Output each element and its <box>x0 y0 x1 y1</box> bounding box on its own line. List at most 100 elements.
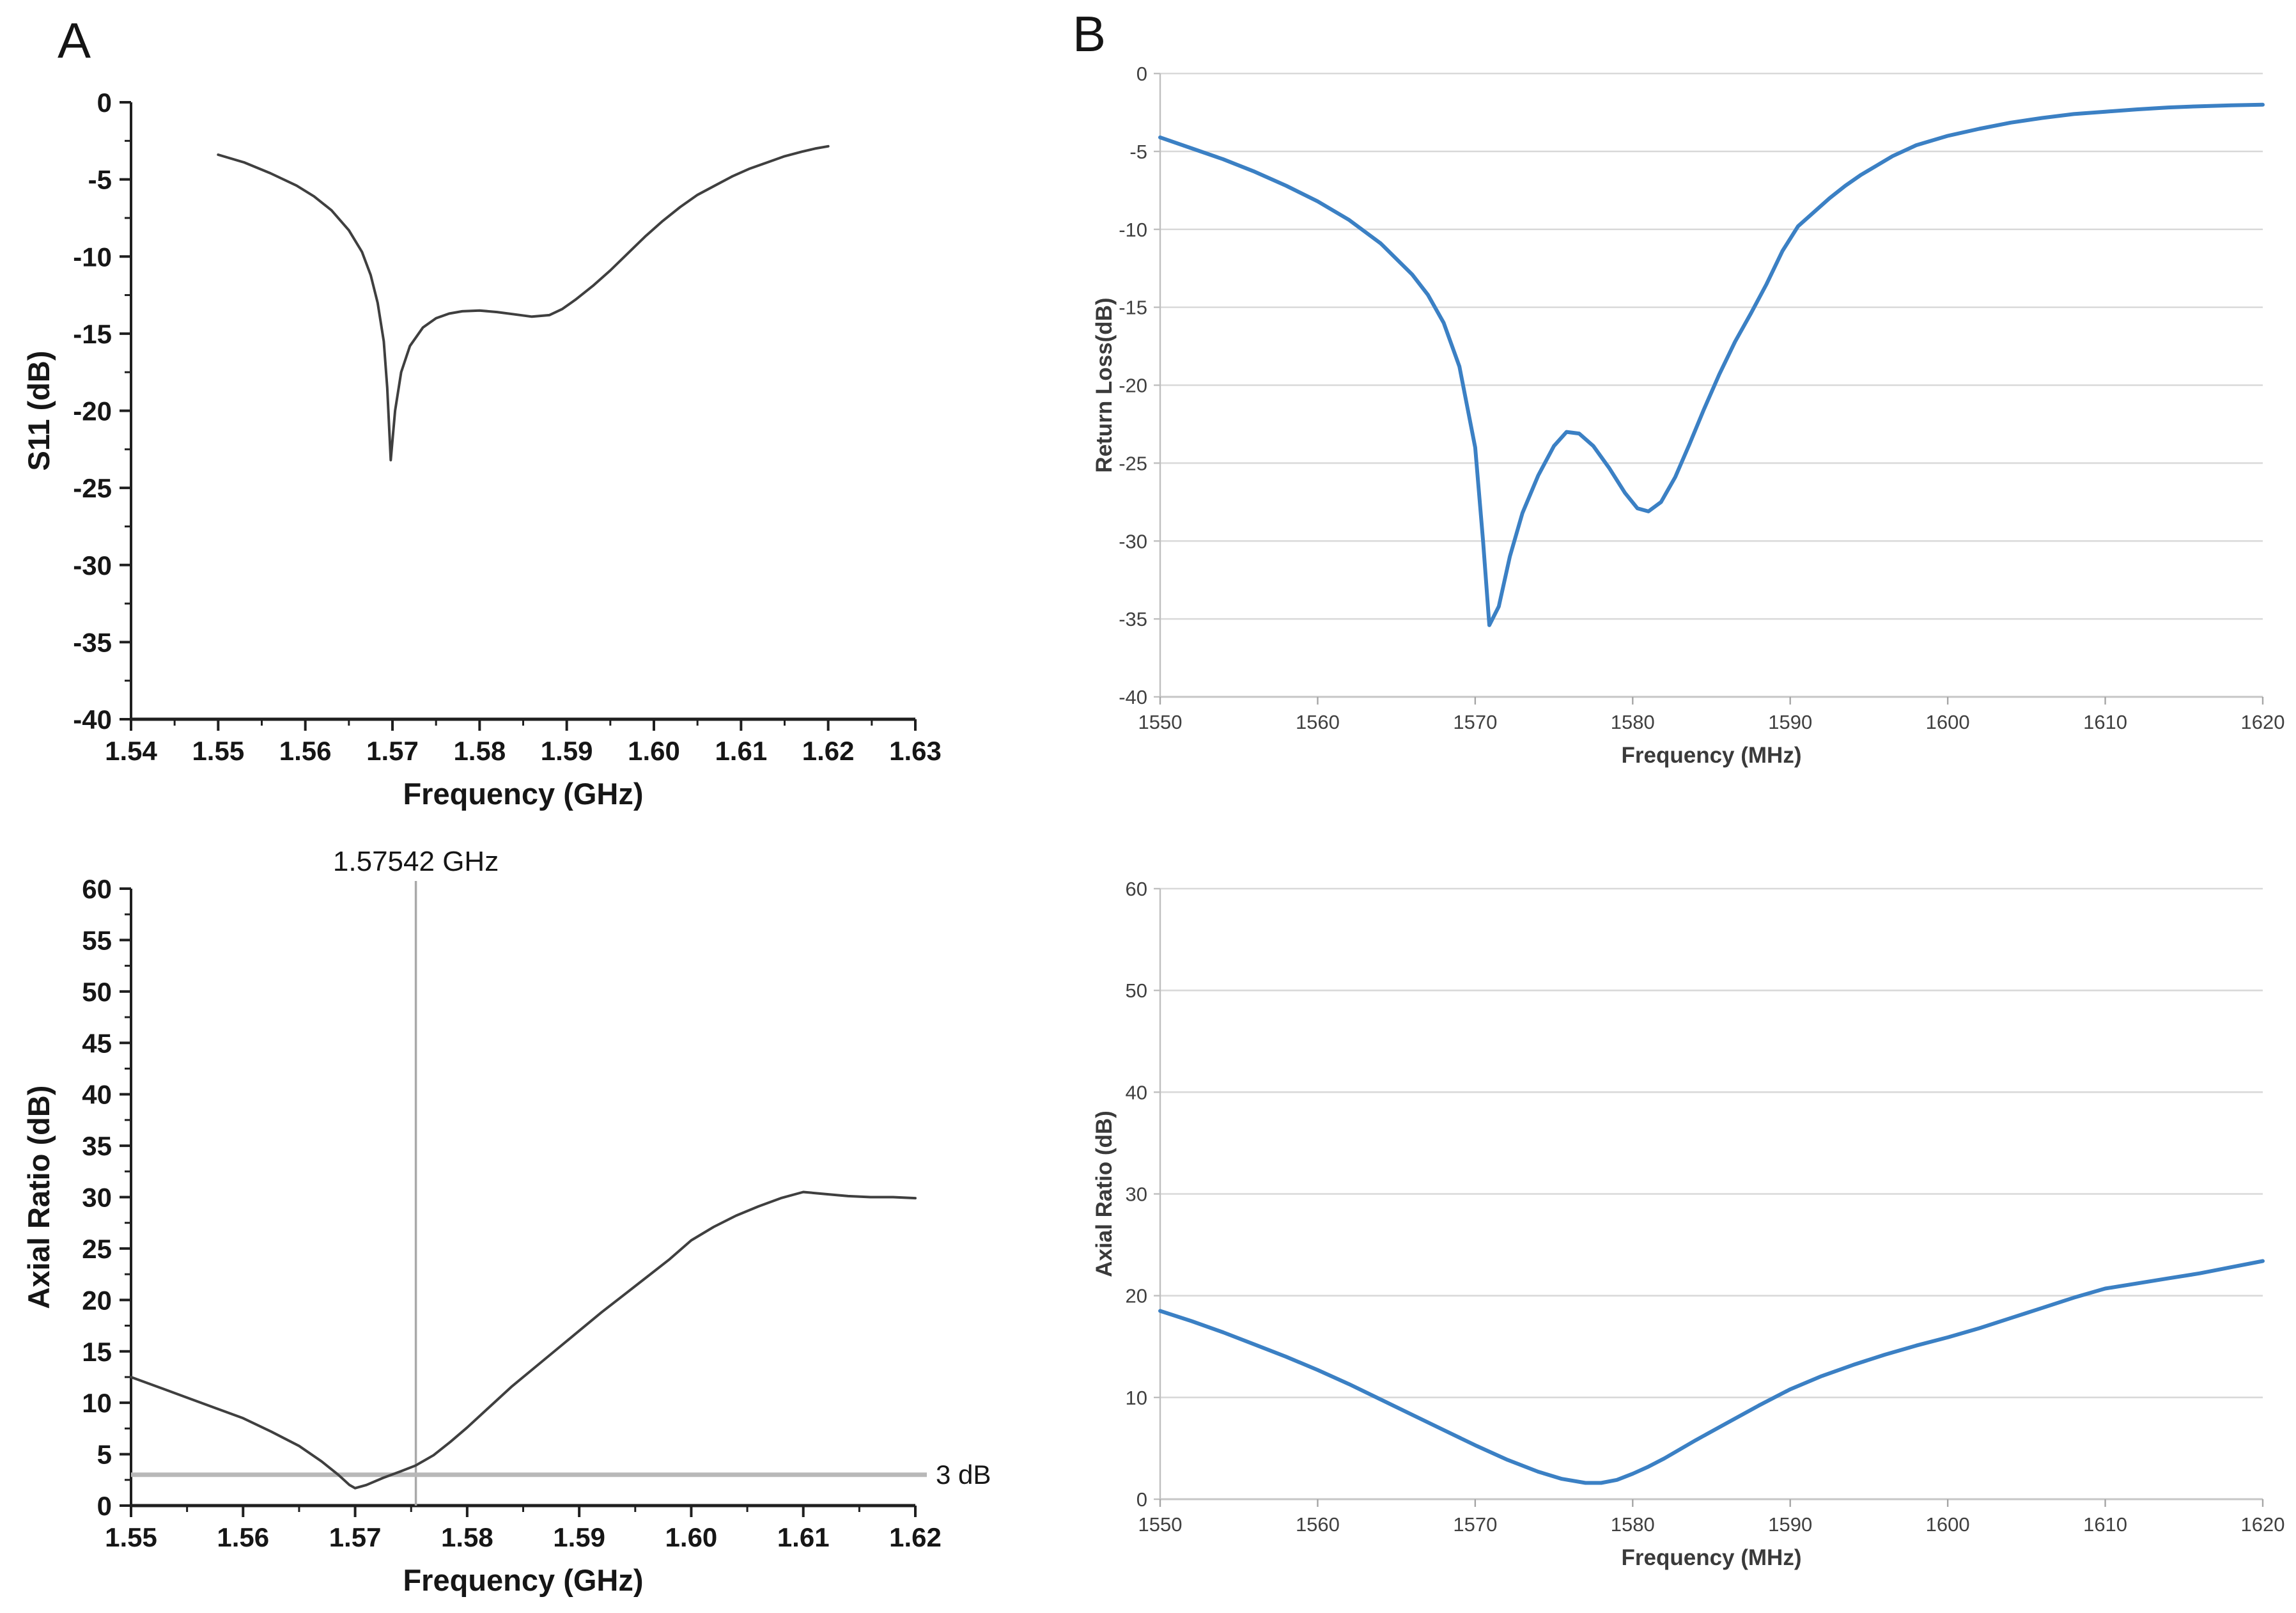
svg-text:50: 50 <box>82 977 112 1007</box>
svg-text:1.56: 1.56 <box>279 736 332 766</box>
data-curve <box>130 1190 917 1490</box>
s11-sim-chart: 0 -5 -10 -15 -20 -25 -30 -35 -401.54 1.55 1.56 1.57… <box>22 88 942 811</box>
x-axis-title: Frequency (GHz) <box>403 1563 643 1597</box>
svg-text:1560: 1560 <box>1296 711 1340 733</box>
svg-text:1600: 1600 <box>1926 1513 1970 1536</box>
svg-text:-35: -35 <box>1119 608 1147 630</box>
svg-text:20: 20 <box>82 1285 112 1315</box>
data-curve <box>1158 1259 2265 1485</box>
svg-text:-40: -40 <box>73 705 112 735</box>
svg-text:60: 60 <box>82 874 112 904</box>
y-axis-title: Axial Ratio (dB) <box>22 1086 56 1309</box>
tick-labels: 0 10 20 30 40 50 60 1550 1560 1570 1580 1590 1600 161… <box>1126 878 2285 1536</box>
svg-text:-10: -10 <box>1119 219 1147 241</box>
svg-text:1610: 1610 <box>2083 711 2127 733</box>
gridlines <box>1160 887 2263 1500</box>
reference-hline-label: 3 dB <box>936 1460 991 1490</box>
svg-text:1.55: 1.55 <box>105 1522 157 1552</box>
svg-text:40: 40 <box>1126 1081 1147 1103</box>
svg-text:1580: 1580 <box>1611 711 1655 733</box>
svg-text:1590: 1590 <box>1768 711 1812 733</box>
y-axis-title: Axial Ratio (dB) <box>1092 1110 1117 1277</box>
svg-text:55: 55 <box>82 925 112 955</box>
svg-text:-40: -40 <box>1119 686 1147 708</box>
svg-text:1.60: 1.60 <box>628 736 680 766</box>
axes <box>120 101 917 731</box>
svg-text:1570: 1570 <box>1453 1513 1497 1536</box>
svg-text:-30: -30 <box>73 550 112 581</box>
tick-labels: 0 -5 -10 -15 -20 -25 -30 -35 -40 1550 1560 1570 1580… <box>1119 63 2284 733</box>
svg-text:-30: -30 <box>1119 530 1147 552</box>
tick-labels: 0 5 10 15 20 25 30 35 40 45 50 55 60 1.55 1.56 1.57 1.58… <box>82 874 942 1552</box>
svg-text:1570: 1570 <box>1453 711 1497 733</box>
svg-text:-20: -20 <box>1119 375 1147 397</box>
svg-text:-20: -20 <box>73 396 112 426</box>
svg-text:1580: 1580 <box>1611 1513 1655 1536</box>
svg-text:60: 60 <box>1126 878 1147 900</box>
return-loss-meas-chart: 0 -5 -10 -15 -20 -25 -30 -35 -40 1550 1560 1570 1580… <box>1092 63 2284 768</box>
svg-text:-25: -25 <box>1119 452 1147 474</box>
svg-text:50: 50 <box>1126 979 1147 1002</box>
marker-vline-label: 1.57542 GHz <box>333 846 499 877</box>
svg-text:1550: 1550 <box>1138 1513 1183 1536</box>
svg-text:0: 0 <box>1136 63 1147 85</box>
svg-text:1.61: 1.61 <box>777 1522 830 1552</box>
svg-text:-5: -5 <box>88 165 112 195</box>
x-axis-title: Frequency (MHz) <box>1622 743 1802 768</box>
svg-text:35: 35 <box>82 1131 112 1161</box>
panel-label-b: B <box>1073 6 1106 62</box>
svg-text:20: 20 <box>1126 1285 1147 1307</box>
axes <box>120 887 917 1517</box>
svg-text:-15: -15 <box>1119 297 1147 319</box>
svg-text:1.55: 1.55 <box>192 736 244 766</box>
svg-text:0: 0 <box>97 1491 112 1521</box>
tick-labels: 0 -5 -10 -15 -20 -25 -30 -35 -401.54 1.55 1.56 1.57… <box>73 88 942 766</box>
svg-text:1.58: 1.58 <box>441 1522 493 1552</box>
svg-text:-35: -35 <box>73 627 112 657</box>
data-curve <box>1158 102 2265 627</box>
svg-text:25: 25 <box>82 1234 112 1264</box>
svg-text:1.56: 1.56 <box>217 1522 269 1552</box>
y-axis-title: S11 (dB) <box>22 350 56 471</box>
svg-text:30: 30 <box>82 1183 112 1213</box>
svg-text:1600: 1600 <box>1926 711 1970 733</box>
svg-text:40: 40 <box>82 1080 112 1110</box>
svg-text:45: 45 <box>82 1028 112 1058</box>
svg-text:-10: -10 <box>73 242 112 272</box>
svg-text:1.57: 1.57 <box>329 1522 382 1552</box>
svg-text:1.59: 1.59 <box>541 736 593 766</box>
axial-ratio-sim-chart: 0 5 10 15 20 25 30 35 40 45 50 55 60 1.55 1.56 1.57 1.58… <box>22 846 991 1597</box>
svg-text:0: 0 <box>1136 1488 1147 1511</box>
x-axis-title: Frequency (MHz) <box>1622 1545 1802 1570</box>
axial-ratio-meas-chart: 0 10 20 30 40 50 60 1550 1560 1570 1580 1590 1600 161… <box>1092 878 2284 1570</box>
svg-text:0: 0 <box>97 88 112 118</box>
svg-text:10: 10 <box>1126 1387 1147 1409</box>
panel-label-a: A <box>58 12 91 68</box>
svg-text:1590: 1590 <box>1768 1513 1812 1536</box>
svg-text:1.63: 1.63 <box>889 736 942 766</box>
svg-text:1.58: 1.58 <box>453 736 506 766</box>
svg-text:1.54: 1.54 <box>105 736 157 766</box>
svg-text:1.57: 1.57 <box>366 736 419 766</box>
svg-text:1.62: 1.62 <box>889 1522 942 1552</box>
svg-text:1620: 1620 <box>2241 1513 2285 1536</box>
svg-text:10: 10 <box>82 1388 112 1418</box>
x-axis-title: Frequency (GHz) <box>403 777 643 811</box>
svg-text:-15: -15 <box>73 319 112 349</box>
svg-text:-25: -25 <box>73 473 112 503</box>
svg-text:1.60: 1.60 <box>665 1522 718 1552</box>
svg-text:1560: 1560 <box>1296 1513 1340 1536</box>
data-curve <box>217 144 830 462</box>
svg-text:-5: -5 <box>1129 141 1147 163</box>
gridlines <box>1160 72 2263 698</box>
svg-text:1610: 1610 <box>2083 1513 2127 1536</box>
svg-text:1.62: 1.62 <box>802 736 855 766</box>
svg-text:1550: 1550 <box>1138 711 1183 733</box>
svg-text:5: 5 <box>97 1440 112 1470</box>
svg-text:1620: 1620 <box>2241 711 2285 733</box>
svg-text:15: 15 <box>82 1337 112 1367</box>
svg-text:1.61: 1.61 <box>715 736 767 766</box>
y-axis-title: Return Loss(dB) <box>1092 297 1117 472</box>
